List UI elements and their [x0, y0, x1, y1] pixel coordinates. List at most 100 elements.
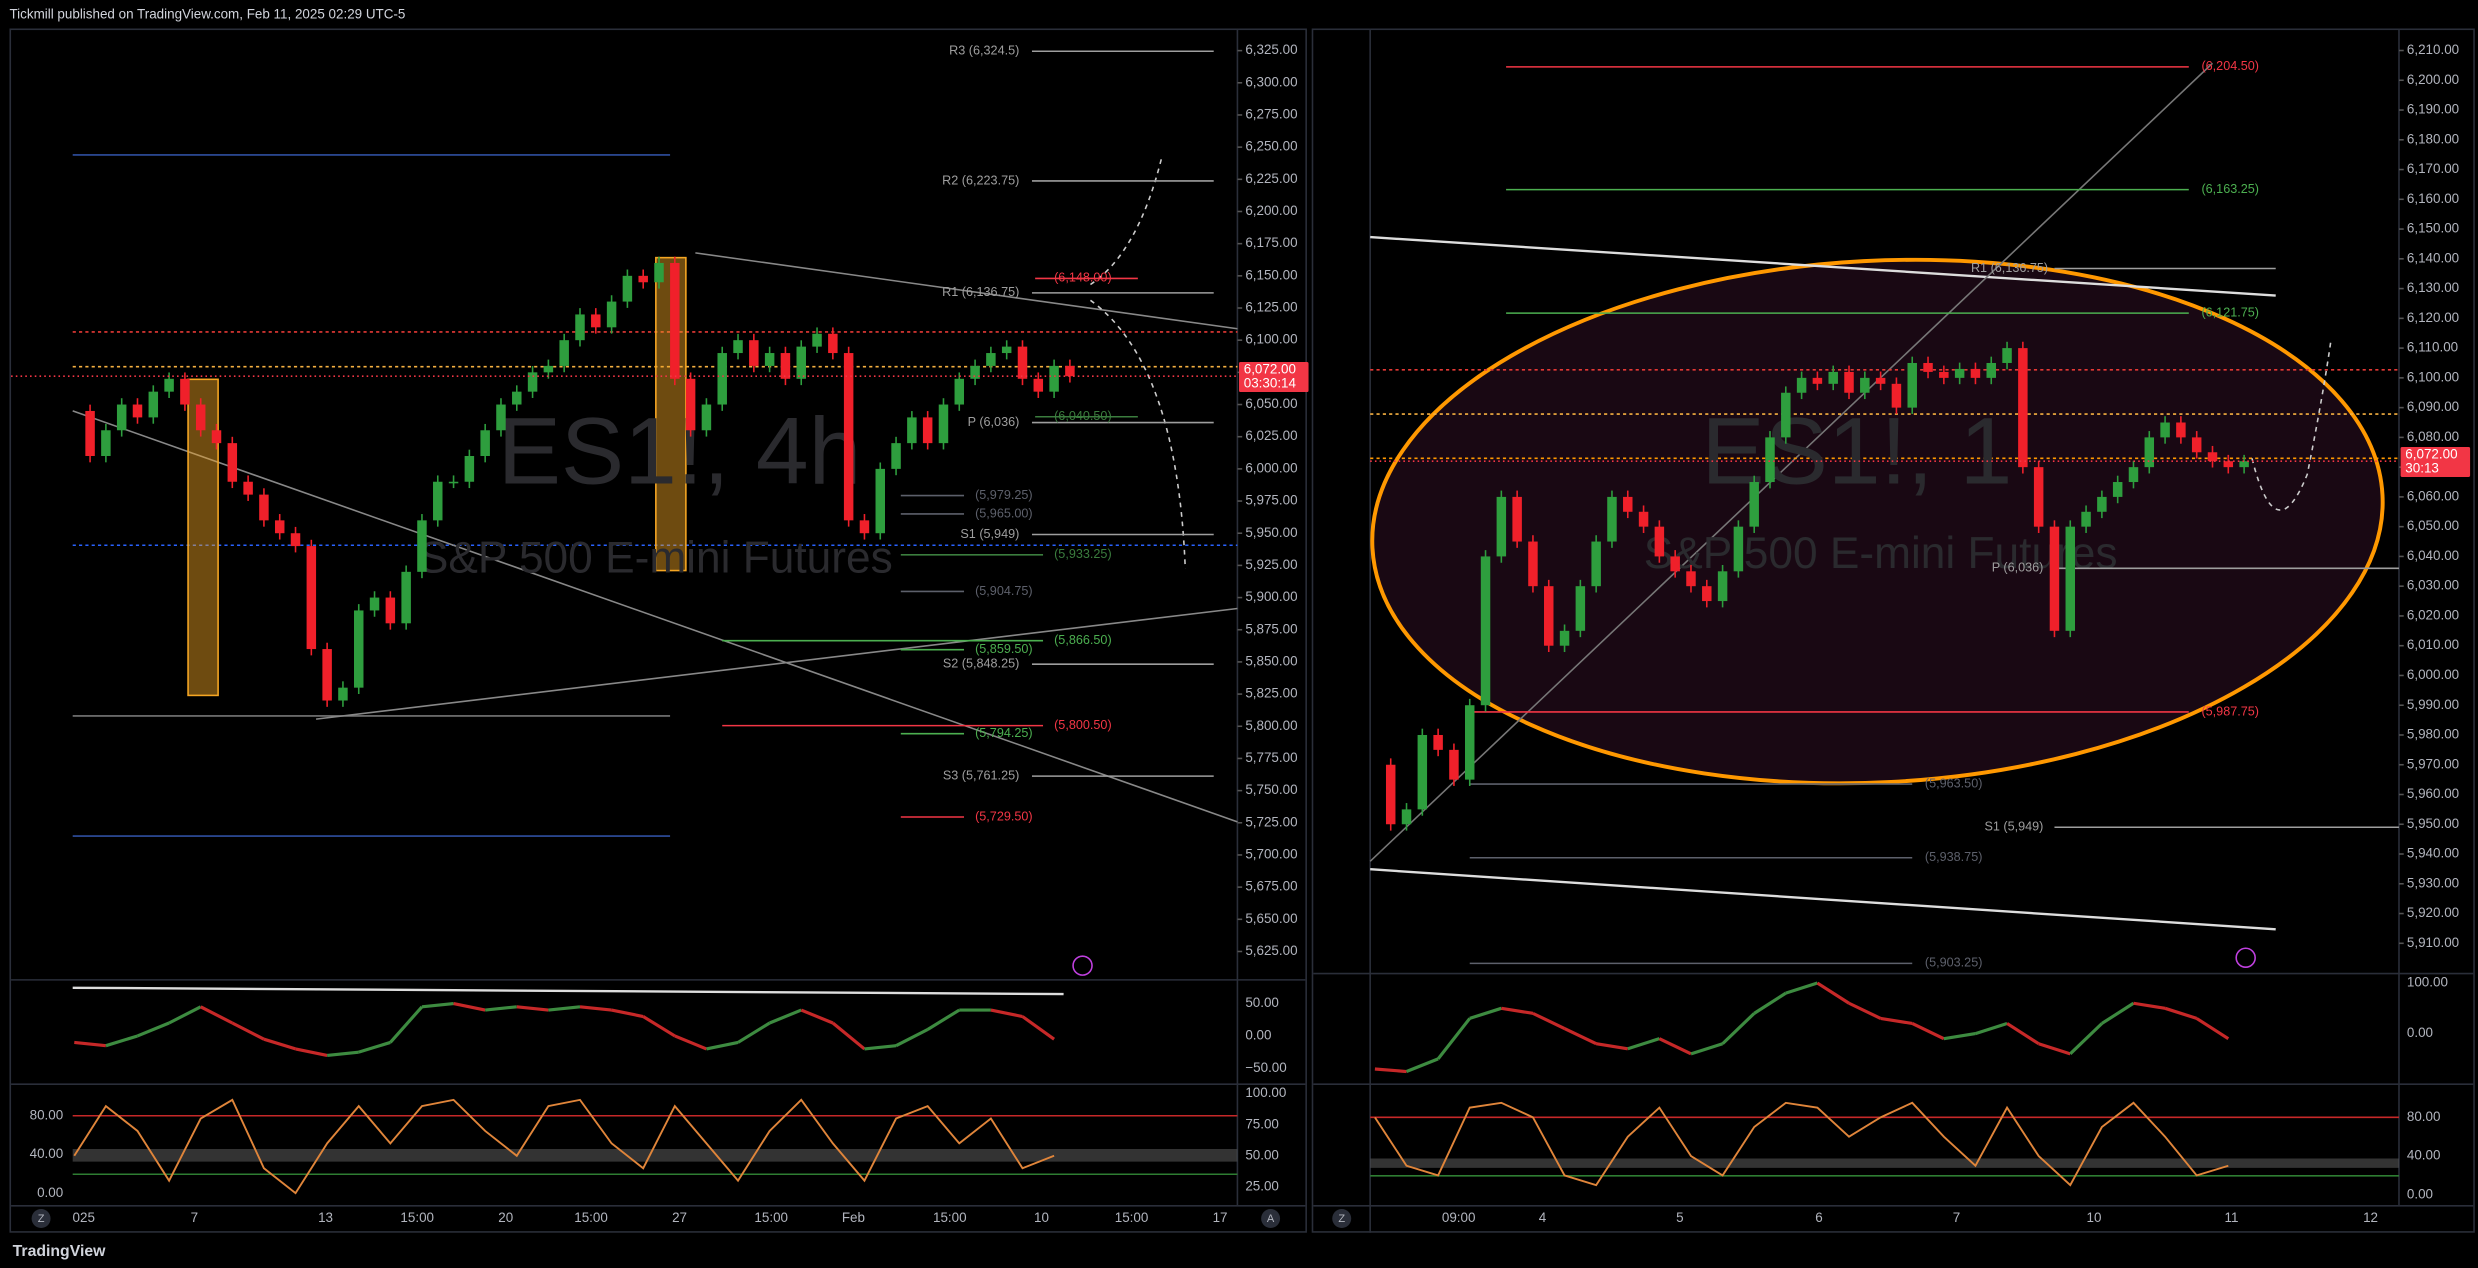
level-label: (5,933.25)	[1054, 547, 1112, 561]
y-tick-label: 6,140.00	[2407, 250, 2459, 265]
candle	[448, 481, 459, 484]
candle	[591, 314, 601, 328]
oscillator-segment	[2006, 1022, 2040, 1046]
candle	[480, 430, 490, 457]
y-tick-label: 6,090.00	[2407, 399, 2459, 414]
oscillator-segment	[1943, 1032, 1976, 1041]
price-tag-label: 6,072.00	[1244, 361, 1296, 376]
level-label: (5,987.75)	[2201, 704, 2259, 718]
candle	[1559, 630, 1570, 646]
candle	[1939, 371, 1949, 378]
indicator-tick-label: 0.00	[2407, 1186, 2433, 1201]
x-tick-label: 12	[2363, 1210, 2378, 1225]
candle	[938, 404, 949, 444]
oscillator-segment	[2133, 1001, 2166, 1010]
corner-button[interactable]	[31, 1209, 51, 1228]
alert-icon[interactable]	[1072, 955, 1093, 976]
oscillator-segment	[326, 1050, 359, 1057]
candle	[1796, 377, 1807, 393]
level-label: (6,148.00)	[1054, 271, 1112, 285]
candle	[670, 262, 680, 379]
candle	[1638, 511, 1649, 527]
candle	[1954, 368, 1965, 378]
trend-line	[1369, 62, 2214, 862]
oscillator-segment	[1974, 1021, 2008, 1036]
x-tick-label: 13	[318, 1210, 333, 1225]
candle	[543, 365, 554, 373]
level-label: (5,903.25)	[1925, 956, 1983, 970]
level-label: (5,979.25)	[975, 488, 1033, 502]
y-tick-label: 6,030.00	[2407, 578, 2459, 593]
y-tick-label: 6,080.00	[2407, 429, 2459, 444]
indicator-line	[73, 1098, 1055, 1195]
candle	[2207, 452, 2218, 462]
candle	[891, 443, 901, 469]
header-text: Tickmill published on TradingView.com, F…	[9, 7, 405, 22]
level-label: (5,965.00)	[975, 506, 1033, 520]
y-tick-label: 5,800.00	[1245, 718, 1297, 733]
oscillator-segment	[2038, 1042, 2071, 1056]
y-tick-label: 6,275.00	[1245, 107, 1297, 122]
oscillator-segment	[769, 1008, 802, 1025]
y-tick-label: 6,210.00	[2407, 42, 2459, 57]
x-tick-label: 10	[1034, 1210, 1049, 1225]
oscillator-segment	[611, 1008, 644, 1019]
candle	[654, 262, 664, 283]
y-tick-label: 6,130.00	[2407, 280, 2459, 295]
x-tick-label: 20	[498, 1210, 513, 1225]
indicator-tick-label-left: 0.00	[37, 1185, 63, 1200]
candle	[2144, 437, 2155, 468]
candle	[1923, 362, 1933, 372]
y-tick-label: 6,050.00	[2407, 518, 2459, 533]
corner-button[interactable]	[1261, 1209, 1281, 1228]
oscillator-segment	[1627, 1037, 1660, 1051]
y-tick-label: 5,750.00	[1245, 782, 1297, 797]
candle	[1875, 377, 1886, 384]
level-label: (5,794.25)	[975, 726, 1033, 740]
corner-button-label: A	[1267, 1213, 1275, 1225]
candle	[2049, 526, 2060, 631]
oscillator-segment	[1436, 1017, 1471, 1060]
candle	[575, 314, 585, 341]
candle	[1765, 437, 1775, 483]
oscillator-segment	[1785, 981, 1818, 995]
oscillator-segment	[1532, 1011, 1566, 1030]
oscillator-segment	[231, 1021, 265, 1041]
oscillator-segment	[199, 1005, 234, 1025]
oscillator-segment	[1658, 1037, 1692, 1056]
y-tick-label: 6,125.00	[1245, 300, 1297, 315]
level-label: (5,938.75)	[1925, 850, 1983, 864]
candle	[717, 353, 727, 405]
alert-icon[interactable]	[2235, 947, 2256, 969]
y-tick-label: 5,910.00	[2407, 935, 2459, 950]
y-tick-label: 6,160.00	[2407, 191, 2459, 206]
oscillator-segment	[105, 1034, 138, 1048]
candle	[2002, 348, 2012, 363]
indicator-tick-label: 50.00	[1245, 1147, 1279, 1162]
candle	[2239, 461, 2249, 468]
y-tick-label: 6,010.00	[2407, 637, 2459, 652]
candle	[338, 687, 348, 701]
indicator-tick-label: 100.00	[2407, 975, 2448, 990]
x-tick-label: 15:00	[754, 1210, 788, 1225]
level-label: S1 (5,949)	[960, 527, 1019, 541]
watermark-description: S&P 500 E-mini Futures	[419, 534, 893, 583]
corner-button[interactable]	[1332, 1209, 1352, 1228]
indicator-tick-label-left: 80.00	[30, 1107, 64, 1122]
candle	[796, 346, 806, 379]
corner-button-label: Z	[38, 1213, 45, 1225]
y-tick-label: 5,675.00	[1245, 879, 1297, 894]
y-tick-label: 5,875.00	[1245, 621, 1297, 636]
watermark-symbol: ES1!, 4h	[498, 398, 862, 504]
indicator-tick-label: 0.00	[2407, 1025, 2433, 1040]
oscillator-segment	[516, 1005, 549, 1012]
oscillator-segment	[674, 1034, 708, 1051]
oscillator-segment	[389, 1005, 424, 1044]
y-tick-label: 5,930.00	[2407, 875, 2459, 890]
candle	[1844, 371, 1854, 393]
level-label: P (6,036)	[968, 415, 1020, 429]
oscillator-segment	[864, 1044, 897, 1051]
candle	[195, 404, 206, 431]
candle	[2112, 482, 2123, 497]
